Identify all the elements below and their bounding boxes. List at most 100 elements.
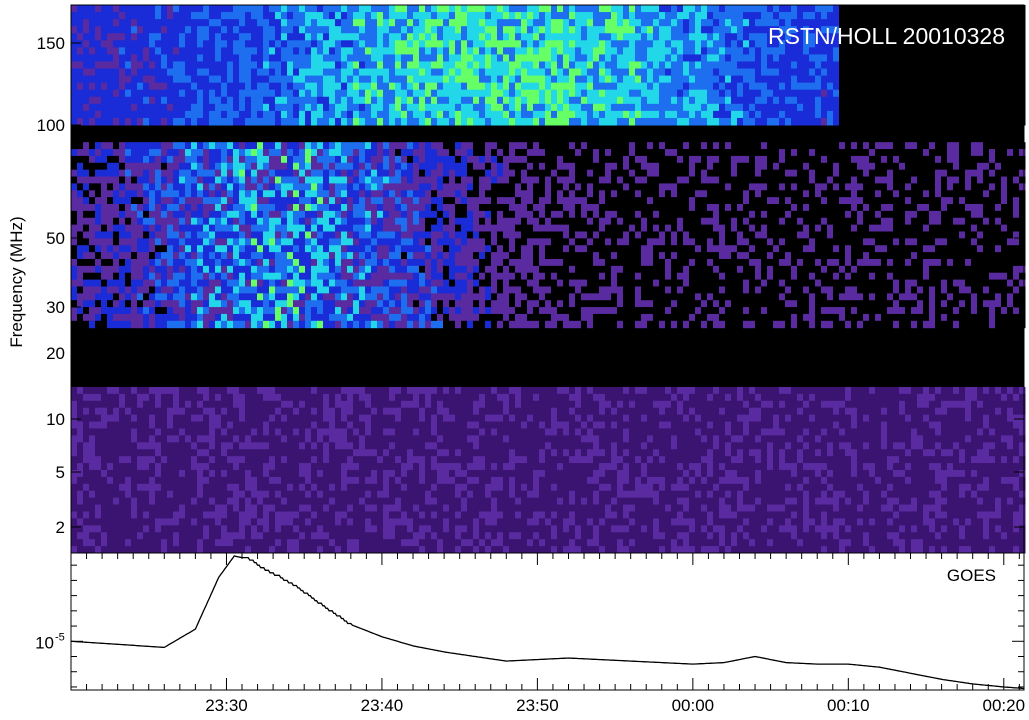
spectrogram-cell [869, 5, 876, 13]
spectrogram-cell [509, 110, 516, 119]
spectrogram-cell [587, 110, 594, 119]
spectrogram-cell [419, 313, 426, 322]
spectrogram-cell [389, 265, 396, 274]
spectrogram-cell [299, 40, 306, 48]
spectrogram-cell [209, 33, 216, 41]
spectrogram-cell [563, 183, 570, 191]
spectrogram-cell [443, 197, 450, 205]
spectrogram-cell [305, 265, 312, 274]
spectrogram-cell [545, 245, 552, 253]
spectrogram-cell [461, 176, 468, 184]
spectrogram-cell [185, 238, 192, 246]
spectrogram-cell [683, 12, 690, 20]
spectrogram-cell [287, 286, 294, 294]
spectrogram-cell [695, 54, 702, 62]
spectrogram-cell [521, 272, 528, 281]
spectrogram-cell [287, 197, 294, 205]
spectrogram-cell [401, 103, 408, 112]
spectrogram-cell [149, 224, 156, 232]
spectrogram-cell [509, 210, 516, 219]
spectrogram-cell [395, 245, 402, 253]
spectrogram-cell [269, 210, 276, 219]
spectrogram-cell [299, 313, 306, 322]
spectrogram-cell [485, 190, 492, 198]
spectrogram-cell [935, 12, 942, 20]
spectrogram-cell [335, 217, 342, 226]
spectrogram-cell [167, 279, 174, 287]
spectrogram-cell [239, 313, 246, 322]
spectrogram-cell [881, 96, 888, 105]
spectrogram-cell [779, 75, 786, 84]
spectrogram-cell [557, 300, 564, 308]
spectrogram-cell [101, 110, 108, 119]
spectrogram-cell [551, 197, 558, 205]
spectrogram-cell [521, 5, 528, 13]
spectrogram-cell [761, 117, 768, 126]
spectrogram-cell [119, 300, 126, 308]
spectrogram-cell [563, 75, 570, 84]
spectrogram-cell [845, 103, 852, 112]
spectrogram-cell [599, 68, 606, 77]
spectrogram-cell [269, 103, 276, 112]
spectrogram-cell [143, 265, 150, 274]
spectrogram-cell [233, 75, 240, 84]
spectrogram-cell [299, 176, 306, 184]
spectrogram-cell [311, 40, 318, 48]
spectrogram-cell [593, 75, 600, 84]
spectrogram-cell [497, 162, 504, 171]
spectrogram-cell [695, 5, 702, 13]
spectrogram-cell [101, 286, 108, 294]
spectrogram-cell [677, 61, 684, 70]
spectrogram-cell [215, 204, 222, 212]
spectrogram-cell [989, 110, 996, 119]
spectrogram-cell [527, 183, 534, 191]
spectrogram-cell [179, 279, 186, 287]
spectrogram-cell [293, 26, 300, 34]
spectrogram-cell [95, 238, 102, 246]
spectrogram-cell [119, 33, 126, 41]
spectrogram-cell [647, 47, 654, 55]
spectrogram-cell [467, 197, 474, 205]
spectrogram-cell [893, 68, 900, 77]
spectrogram-cell [407, 82, 414, 91]
spectrogram-cell [437, 40, 444, 48]
spectrogram-cell [695, 33, 702, 41]
spectrogram-cell [239, 300, 246, 308]
spectrogram-cell [155, 75, 162, 84]
spectrogram-cell [845, 40, 852, 48]
spectrogram-cell [287, 231, 294, 239]
spectrogram-cell [401, 33, 408, 41]
spectrogram-cell [779, 12, 786, 20]
spectrogram-cell [473, 40, 480, 48]
spectrogram-cell [233, 210, 240, 219]
spectrogram-cell [341, 217, 348, 226]
spectrogram-cell [533, 33, 540, 41]
spectrogram-cell [329, 210, 336, 219]
spectrogram-cell [479, 204, 486, 212]
spectrogram-cell [803, 68, 810, 77]
spectrogram-cell [371, 12, 378, 20]
spectrogram-cell [809, 19, 816, 27]
spectrogram-cell [179, 176, 186, 184]
spectrogram-cell [665, 117, 672, 126]
spectrogram-cell [419, 265, 426, 274]
spectrogram-cell [341, 110, 348, 119]
spectrogram-cell [365, 217, 372, 226]
spectrogram-cell [611, 96, 618, 105]
spectrogram-cell [485, 12, 492, 20]
spectrogram-cell [335, 96, 342, 105]
spectrogram-cell [263, 252, 270, 260]
spectrogram-cell [1019, 26, 1026, 34]
spectrogram-cell [485, 272, 492, 281]
spectrogram-cell [155, 33, 162, 41]
spectrogram-cell [335, 279, 342, 287]
spectrogram-cell [377, 272, 384, 281]
spectrogram-cell [539, 245, 546, 253]
spectrogram-cell [419, 252, 426, 260]
spectrogram-cell [533, 265, 540, 274]
spectrogram-cell [95, 110, 102, 119]
spectrogram-cell [341, 47, 348, 55]
spectrogram-cell [461, 142, 468, 150]
spectrogram-cell [395, 300, 402, 308]
spectrogram-cell [107, 183, 114, 191]
